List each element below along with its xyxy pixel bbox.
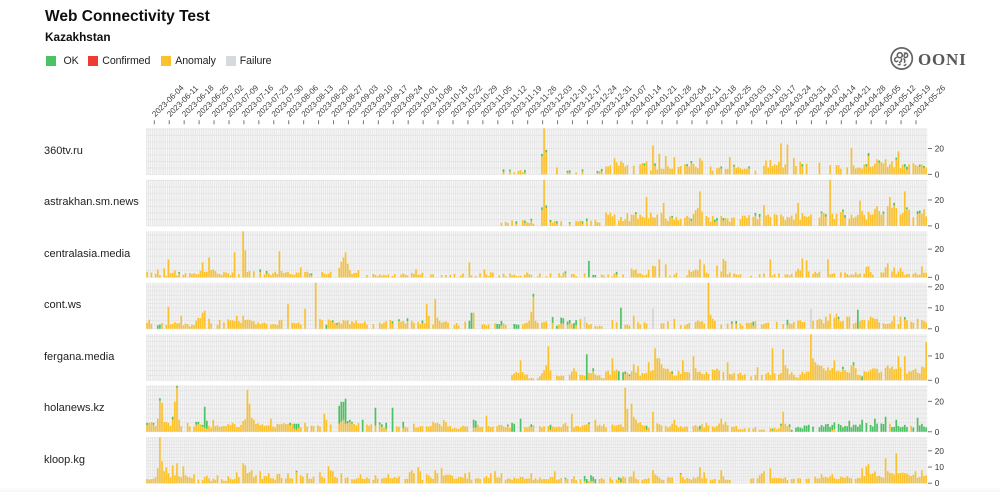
- svg-text:0: 0: [935, 428, 940, 437]
- svg-text:20: 20: [935, 196, 945, 205]
- svg-text:10: 10: [935, 304, 945, 313]
- svg-text:0: 0: [935, 222, 940, 231]
- svg-text:0: 0: [935, 170, 940, 179]
- svg-text:10: 10: [935, 463, 945, 472]
- svg-text:20: 20: [935, 447, 945, 456]
- svg-text:0: 0: [935, 479, 940, 488]
- svg-text:0: 0: [935, 273, 940, 282]
- svg-text:20: 20: [935, 283, 945, 292]
- svg-text:0: 0: [935, 376, 940, 385]
- svg-text:0: 0: [935, 325, 940, 334]
- svg-text:20: 20: [935, 245, 945, 254]
- svg-text:10: 10: [935, 352, 945, 361]
- svg-text:20: 20: [935, 145, 945, 154]
- svg-text:20: 20: [935, 397, 945, 406]
